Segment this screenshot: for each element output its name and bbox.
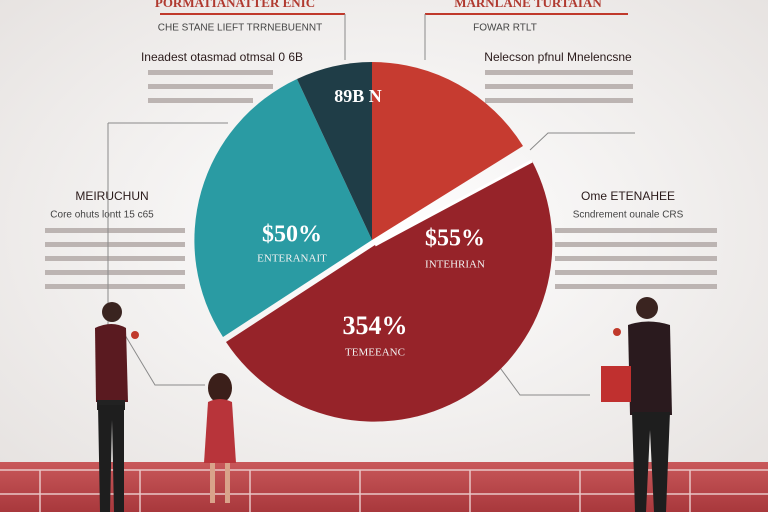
- block-heading: Ineadest otasmad otmsal 0 6B: [141, 50, 303, 64]
- callout-dot: [613, 328, 621, 336]
- slice-caption: ENTERANAIT: [257, 253, 327, 265]
- slice-caption: TEMEEANC: [345, 347, 405, 359]
- block-subheading: Core ohuts lontt 15 c65: [50, 210, 154, 221]
- text-lines: [45, 228, 185, 289]
- text-lines: [555, 228, 717, 289]
- block-heading: MEIRUCHUN: [75, 189, 148, 203]
- block-heading: Nelecson pfnul Mnelencsne: [484, 50, 632, 64]
- pie-slice: [297, 62, 372, 240]
- text-lines: [148, 70, 273, 103]
- block-subheading: Scndrement ounale CRS: [573, 210, 684, 221]
- title-right: MARNLANE TURTAIAN: [454, 0, 602, 10]
- text-lines: [485, 70, 633, 103]
- person-left: [95, 302, 128, 512]
- subtitle-left: CHE STANE LIEFT TRRNEBUENNT: [158, 23, 322, 34]
- block-heading: Ome ETENAHEE: [581, 189, 675, 203]
- slice-label: 89B N: [334, 86, 382, 106]
- slice-caption: INTEHRIAN: [425, 259, 485, 271]
- slice-gap: [374, 159, 533, 247]
- pie-slice: [372, 62, 523, 240]
- subtitle-right: FOWAR RTLT: [473, 23, 537, 34]
- callout-line: [107, 122, 228, 386]
- pie-slice: [194, 79, 372, 337]
- callout-dot: [131, 331, 139, 339]
- pie-slice: [226, 161, 553, 422]
- slice-label: 354%: [343, 311, 408, 340]
- person-right: [601, 297, 672, 512]
- callout-line: [497, 132, 635, 396]
- slice-label: $50%: [262, 222, 322, 248]
- person-child: [204, 373, 236, 503]
- slice-label: $55%: [425, 226, 485, 252]
- title-left: PORMATIANATTER ENIC: [155, 0, 315, 10]
